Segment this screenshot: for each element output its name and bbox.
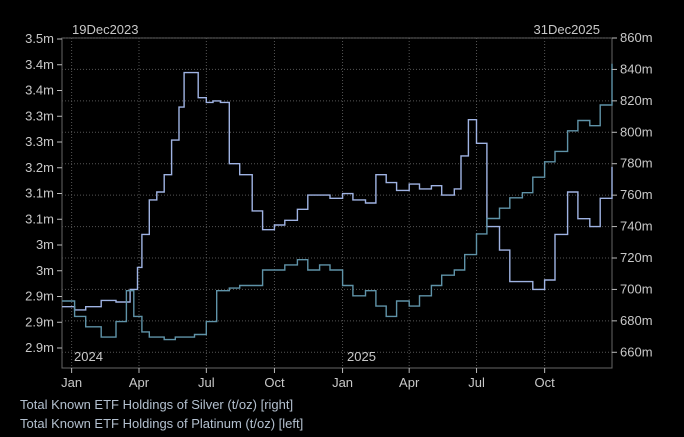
left-tick-label: 2.9m — [25, 289, 54, 304]
year-label-2024: 2024 — [74, 349, 103, 364]
year-label-2025: 2025 — [347, 349, 376, 364]
left-tick-label: 3.3m — [25, 108, 54, 123]
x-tick-label: Jan — [332, 375, 353, 390]
left-tick-label: 3m — [36, 237, 54, 252]
right-tick-label: 780m — [620, 156, 653, 171]
x-tick-label: Jan — [61, 375, 82, 390]
left-tick-label: 3.4m — [25, 83, 54, 98]
right-tick-label: 660m — [620, 344, 653, 359]
right-tick-label: 860m — [620, 30, 653, 45]
plot-area — [61, 37, 613, 369]
silver-line — [62, 71, 613, 311]
left-tick-label: 3.4m — [25, 57, 54, 72]
x-tick-label: Apr — [399, 375, 420, 390]
x-tick-label: Jul — [198, 375, 215, 390]
left-tick-label: 3m — [36, 263, 54, 278]
platinum-line — [62, 63, 613, 341]
left-tick-label: 3.1m — [25, 186, 54, 201]
left-axis: 2.9m 2.9m 2.9m 3m 3m 3.1m 3.1m 3.2m 3.3m 3.3m 3.4m… — [25, 31, 62, 355]
right-tick-label: 740m — [620, 219, 653, 234]
left-tick-label: 3.1m — [25, 211, 54, 226]
x-tick-label: Apr — [129, 375, 150, 390]
right-axis: 660m 680m 700m 720m 740m 760m 780m 800m 820m 840m… — [612, 30, 653, 359]
x-tick-label: Jul — [468, 375, 485, 390]
x-axis: Jan Apr Jul Oct Jan Apr Jul Oct — [61, 368, 555, 390]
left-tick-label: 3.5m — [25, 31, 54, 46]
left-tick-label: 3.3m — [25, 134, 54, 149]
left-tick-label: 3.2m — [25, 160, 54, 175]
legend-platinum: Total Known ETF Holdings of Platinum (t/… — [20, 416, 303, 431]
left-tick-label: 2.9m — [25, 314, 54, 329]
right-tick-label: 680m — [620, 313, 653, 328]
right-tick-label: 720m — [620, 250, 653, 265]
right-tick-label: 820m — [620, 93, 653, 108]
gridlines — [62, 37, 612, 368]
start-date-label: 19Dec2023 — [72, 22, 139, 37]
end-date-label: 31Dec2025 — [534, 22, 601, 37]
x-tick-label: Oct — [264, 375, 285, 390]
right-tick-label: 760m — [620, 187, 653, 202]
series-lines — [62, 63, 613, 341]
right-tick-label: 700m — [620, 281, 653, 296]
right-tick-label: 840m — [620, 61, 653, 76]
x-tick-label: Oct — [535, 375, 556, 390]
right-tick-label: 800m — [620, 124, 653, 139]
legend-silver: Total Known ETF Holdings of Silver (t/oz… — [20, 397, 293, 412]
left-tick-label: 2.9m — [25, 340, 54, 355]
